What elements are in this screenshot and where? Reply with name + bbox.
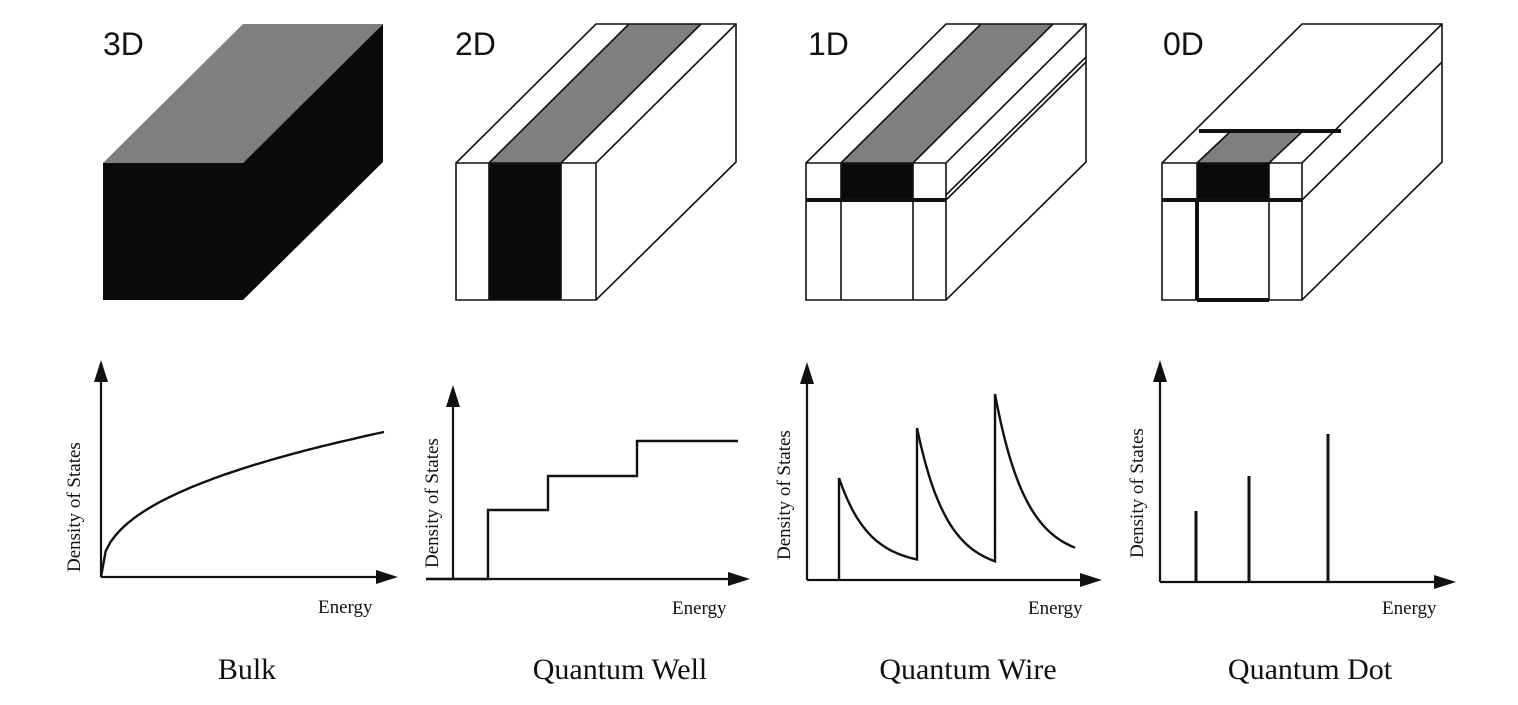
dos-curve-sqrt (99, 430, 385, 578)
well-side-face (596, 24, 736, 300)
wire-block (805, 23, 1087, 301)
dimension-label-2d: 2D (455, 26, 496, 62)
dimension-label-1d: 1D (808, 26, 849, 62)
xlabel-0d: Energy (1382, 598, 1437, 619)
dos-sawtooth-peaks (837, 393, 1076, 580)
dot-confined-core (1197, 163, 1269, 199)
caption-bulk: Bulk (218, 653, 276, 686)
panel-2d: 2D Density of States Energy Quantum Well (422, 23, 750, 686)
xlabel-2d: Energy (672, 598, 727, 619)
y-axis-arrow-3d (94, 360, 108, 382)
bulk-front-face (103, 163, 243, 300)
well-block (455, 23, 737, 301)
bulk-block (103, 24, 383, 300)
well-top-stripe (489, 24, 701, 163)
y-axis-arrow-1d (800, 362, 814, 384)
wire-top-stripe (841, 24, 1053, 163)
bulk-top-face (103, 24, 383, 163)
xlabel-3d: Energy (318, 597, 373, 618)
dos-plot-2d: Density of States Energy (422, 385, 750, 619)
x-axis-arrow-0d (1434, 575, 1456, 589)
y-axis-arrow-0d (1153, 360, 1167, 382)
ylabel-1d: Density of States (774, 430, 795, 560)
dos-staircase (426, 439, 738, 581)
ylabel-0d: Density of States (1127, 428, 1148, 558)
well-confined-layer (489, 163, 561, 300)
panel-1d: 1D Density of States Energy (774, 23, 1102, 686)
x-axis-arrow-3d (376, 570, 398, 584)
y-axis-arrow-2d (446, 385, 460, 407)
bulk-side-face (243, 24, 383, 300)
ylabel-3d: Density of States (64, 442, 85, 572)
dimension-label-0d: 0D (1163, 26, 1204, 62)
ylabel-2d: Density of States (422, 438, 443, 568)
dimension-label-3d: 3D (103, 26, 144, 62)
caption-quantum-well: Quantum Well (533, 653, 708, 686)
panel-3d: 3D Density of States Energy Bulk (64, 24, 398, 686)
dos-plot-3d: Density of States Energy (64, 360, 398, 618)
wire-confined-core (841, 163, 913, 199)
x-axis-arrow-2d (728, 572, 750, 586)
dos-plot-1d: Density of States Energy (774, 362, 1102, 619)
dos-plot-0d: Density of States Energy (1127, 360, 1456, 619)
panel-0d: 0D Density (1127, 23, 1456, 686)
caption-quantum-wire: Quantum Wire (879, 653, 1056, 686)
caption-quantum-dot: Quantum Dot (1228, 653, 1393, 686)
x-axis-arrow-1d (1080, 573, 1102, 587)
xlabel-1d: Energy (1028, 598, 1083, 619)
dot-block (1161, 23, 1443, 302)
